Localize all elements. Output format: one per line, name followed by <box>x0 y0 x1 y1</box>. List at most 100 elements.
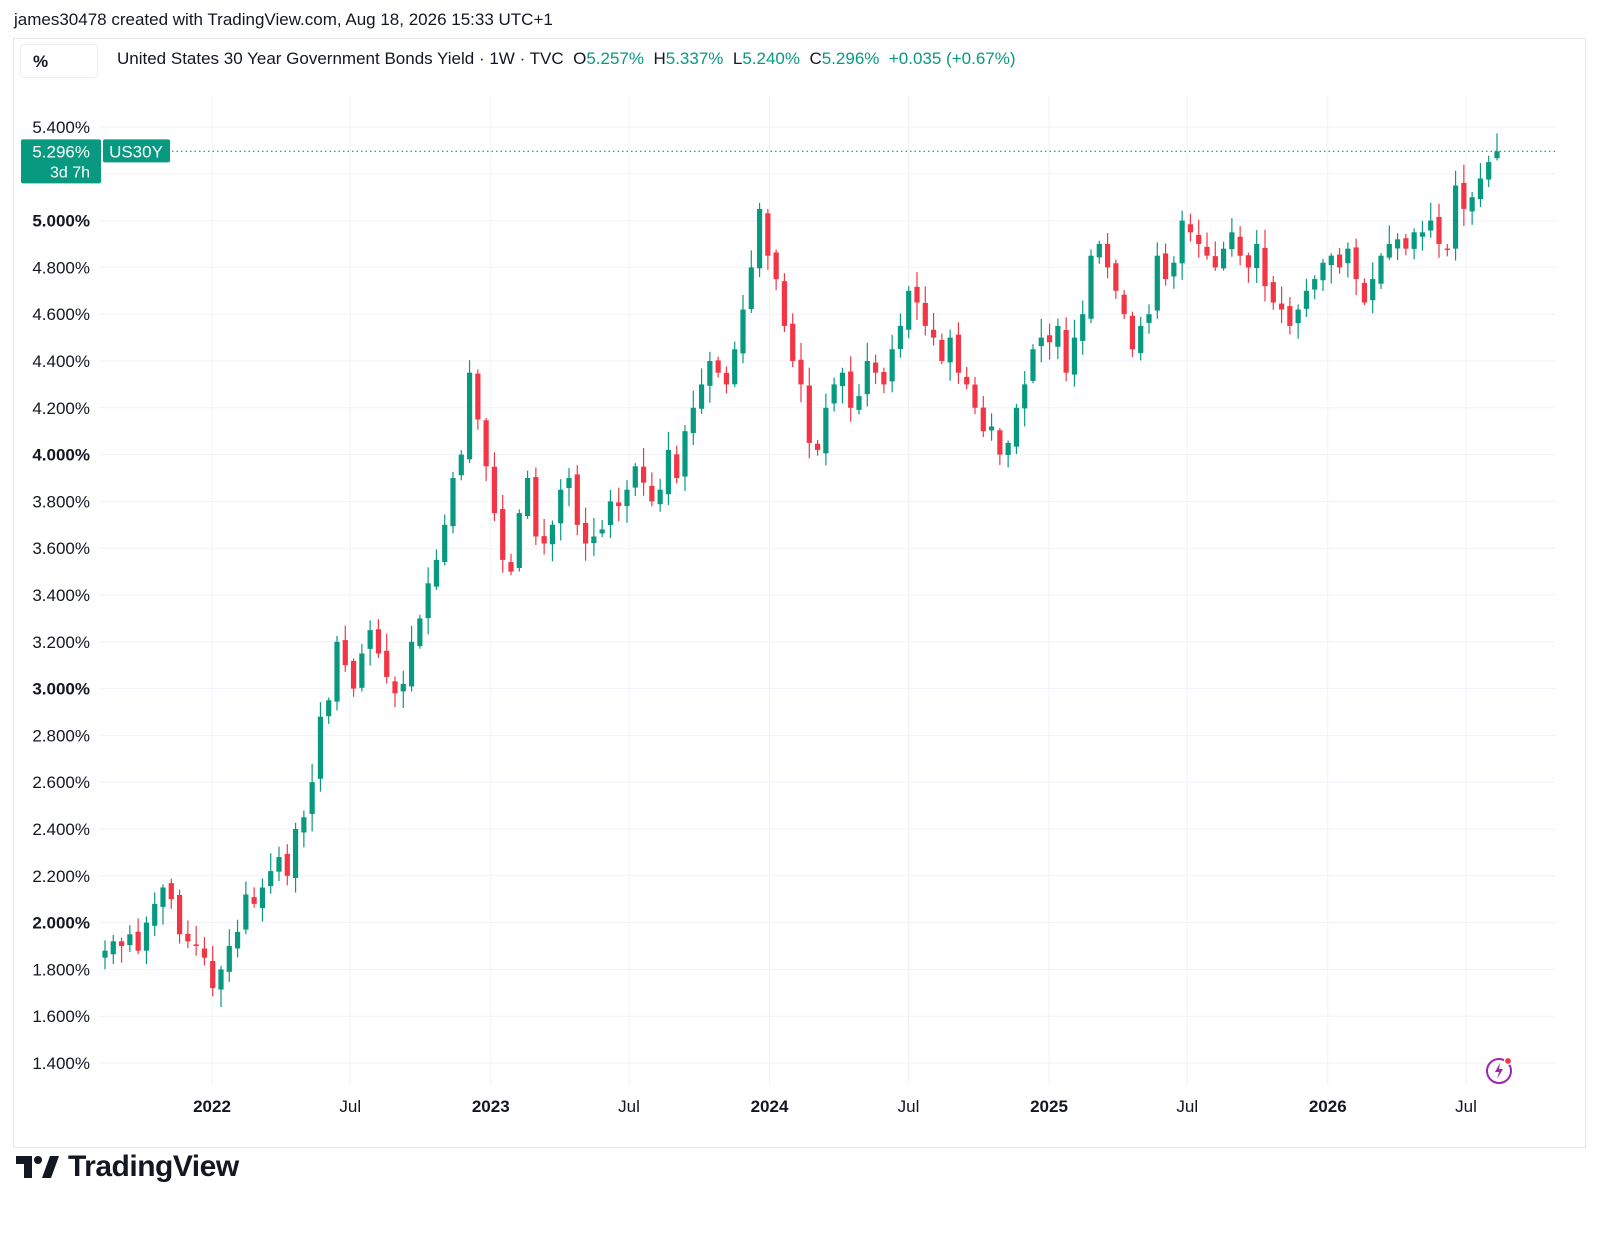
legend-change-value: +0.035 (+0.67%) <box>888 49 1016 68</box>
candle <box>732 341 738 388</box>
candle-body <box>1328 255 1334 266</box>
last-price-tag: 5.296% 3d 7h US30Y <box>21 139 170 184</box>
candle-body <box>1129 315 1136 350</box>
candle <box>375 619 382 658</box>
price-axis-label: 4.400% <box>32 352 90 371</box>
candle-body <box>1121 294 1127 315</box>
candle <box>1278 286 1285 324</box>
candle <box>939 333 945 365</box>
candle <box>649 472 655 507</box>
candle <box>980 395 986 438</box>
candle-body <box>259 887 266 909</box>
candle-body <box>1287 306 1293 326</box>
candle <box>698 368 705 415</box>
candle <box>1370 262 1376 314</box>
candle-body <box>558 489 564 524</box>
candle <box>1162 243 1169 286</box>
candle-body <box>251 897 257 904</box>
candle <box>790 313 796 368</box>
candle-body <box>342 640 348 666</box>
candle-body <box>756 208 763 269</box>
candle <box>1353 238 1359 296</box>
unit-toggle-button[interactable]: % <box>20 44 98 78</box>
candle-body <box>433 559 440 587</box>
candle-body <box>649 485 655 502</box>
time-axis-label: Jul <box>618 1097 640 1116</box>
candle-body <box>848 371 854 408</box>
candle <box>1030 344 1036 384</box>
candle <box>897 313 904 358</box>
candle-body <box>392 681 398 694</box>
candle-body <box>1444 248 1450 251</box>
price-axis: 1.400% 1.600% 1.800% 2.000% 2.200% 2.400% 2.60… <box>32 118 90 1073</box>
candle-body <box>1394 239 1401 249</box>
candle-body <box>980 407 986 432</box>
lightning-bolt-icon[interactable] <box>1485 1055 1515 1085</box>
candle <box>1361 278 1368 306</box>
candle <box>268 853 274 894</box>
candle-body <box>317 716 324 779</box>
candle <box>1403 233 1409 256</box>
candle <box>400 670 406 709</box>
candle-body <box>193 944 199 946</box>
candle <box>500 494 506 573</box>
candle-body <box>773 252 779 280</box>
candle-body <box>226 946 232 972</box>
candle-body <box>1080 314 1086 341</box>
candle <box>425 567 431 635</box>
candle <box>1096 240 1102 264</box>
candle <box>1477 163 1484 208</box>
price-axis-label: 2.400% <box>32 820 90 839</box>
unit-label: % <box>33 52 49 71</box>
candle <box>1038 318 1044 363</box>
candle <box>947 329 953 381</box>
candle-body <box>160 887 166 907</box>
candle-body <box>1005 442 1011 455</box>
candle <box>839 367 846 404</box>
candle-body <box>1295 309 1301 324</box>
candle <box>616 487 622 522</box>
candle <box>135 918 141 955</box>
candle-body <box>955 334 962 373</box>
candle-body <box>1486 162 1492 180</box>
candle-body <box>715 360 721 373</box>
candle <box>864 342 870 407</box>
candle <box>1138 316 1144 361</box>
candle-body <box>284 853 290 876</box>
candle-body <box>268 871 274 887</box>
candle-body <box>1146 314 1152 323</box>
candle <box>889 334 895 393</box>
price-axis-label: 3.000% <box>32 680 90 699</box>
candle-body <box>1113 263 1119 291</box>
candle <box>367 620 373 666</box>
candle <box>384 633 390 684</box>
candle <box>301 810 307 848</box>
candle-body <box>1386 244 1392 258</box>
candle-body <box>491 466 498 514</box>
price-axis-label: 4.200% <box>32 399 90 418</box>
time-axis-label: Jul <box>1455 1097 1477 1116</box>
candle <box>566 468 572 507</box>
candle <box>152 892 158 937</box>
candle-body <box>1411 232 1417 249</box>
candle <box>110 934 116 964</box>
candle-body <box>806 385 812 443</box>
candle <box>1312 275 1318 300</box>
candle <box>1204 232 1210 260</box>
candle <box>143 916 150 965</box>
candle-body <box>922 302 928 326</box>
candle <box>922 286 928 336</box>
candle-body <box>574 474 580 525</box>
candle <box>823 393 829 466</box>
candle <box>1104 232 1111 279</box>
symbol-tag-background <box>103 139 170 163</box>
legend-open-key: O <box>573 49 587 68</box>
candle-body <box>856 396 862 410</box>
candle <box>226 929 232 982</box>
candle <box>1469 191 1475 225</box>
candle <box>516 509 522 572</box>
candle <box>1494 133 1500 161</box>
candle-body <box>309 782 315 814</box>
candle <box>682 425 688 491</box>
